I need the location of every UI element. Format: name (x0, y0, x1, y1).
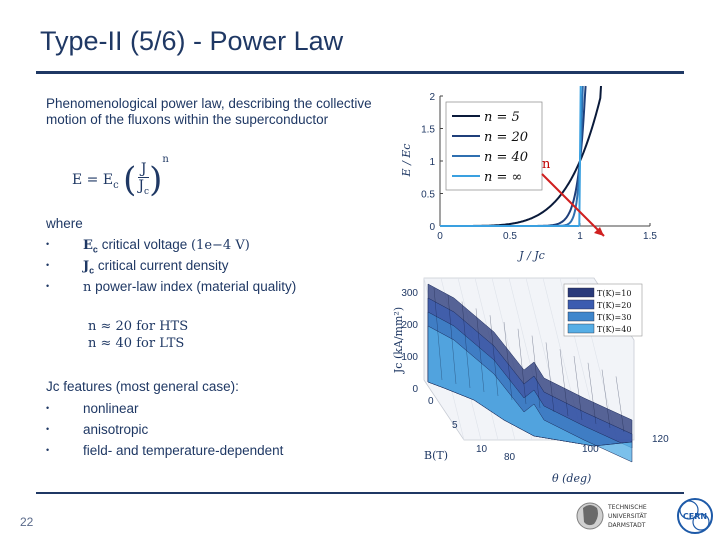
mesh-line (545, 342, 555, 413)
legend-entry: T(K)=30 (597, 313, 631, 322)
feature-item: • anisotropic (46, 422, 149, 437)
x-tick-label: 5 (452, 420, 458, 431)
n-annotation: n (542, 157, 551, 172)
svg-text:UNIVERSITÄT: UNIVERSITÄT (608, 513, 647, 520)
y-axis-label: θ (deg) (552, 472, 591, 485)
z-axis-label: Jc (kA/mm²) (392, 307, 405, 374)
legend-entry: n = 20 (484, 130, 528, 145)
mesh-line (475, 308, 485, 393)
mesh-line (531, 335, 541, 409)
surface-layer (427, 325, 633, 463)
n-arrowhead (594, 227, 604, 236)
x-tick-label: 0 (437, 231, 443, 242)
power-law-chart: 0 0.5 1 1.5 0 0.5 1 1.5 2 n = 5 n = 20 n = 40 n = ∞… (400, 85, 657, 262)
x-tick-label: 1.5 (643, 231, 657, 242)
features-heading: Jc features (most general case): (46, 379, 239, 394)
y-tick-label: 100 (582, 444, 599, 455)
x-tick-label: 0 (428, 396, 434, 407)
page-number: 22 (20, 515, 34, 529)
footer-rule (36, 492, 684, 494)
formula-paren-left: ( (123, 160, 137, 200)
features-list: • nonlinear • anisotropic • field- and temp… (46, 398, 386, 461)
x-axis-label: J / Jc (517, 249, 545, 262)
definition-item: • Jc critical current density (46, 258, 229, 276)
formula-lhs-sub: c (113, 179, 119, 191)
z-tick-label: 200 (401, 320, 418, 331)
n-arrow (541, 173, 605, 237)
power-law-formula: E = Ec (J Jc)n (72, 154, 169, 200)
z-tick-label: 100 (401, 352, 418, 363)
mesh-line (601, 369, 611, 429)
svg-text:DARMSTADT: DARMSTADT (608, 522, 646, 529)
footer-logos: TECHNISCHE UNIVERSITÄT DARMSTADT CERN (576, 496, 714, 536)
legend-swatch (567, 287, 595, 298)
formula-denominator: Jc (138, 177, 150, 197)
feature-item: • field- and temperature-dependent (46, 443, 284, 458)
feature-item: • nonlinear (46, 401, 139, 416)
x-axis-label: B(T) (424, 449, 448, 462)
legend-entry: n = 5 (484, 110, 520, 125)
mesh-line (489, 315, 499, 397)
svg-text:TECHNISCHE: TECHNISCHE (607, 504, 647, 511)
mesh-line (517, 328, 527, 405)
legend-swatch (567, 323, 595, 334)
title-rule (36, 71, 684, 74)
z-tick-label: 0 (412, 384, 418, 395)
mesh-line (559, 349, 569, 417)
legend-swatch (567, 299, 595, 310)
chart-legend: n = 5 n = 20 n = 40 n = ∞ (445, 101, 543, 191)
mesh-line (503, 321, 513, 401)
x-tick-label: 0.5 (503, 231, 517, 242)
legend-swatch (567, 311, 595, 322)
y-tick-label: 0 (429, 222, 435, 233)
y-tick-label: 2 (429, 92, 435, 103)
chart-series-lines (440, 85, 602, 227)
intro-paragraph: Phenomenological power law, describing t… (46, 96, 372, 127)
n-value-lts: n ≈ 40 for LTS (88, 336, 185, 351)
mesh-line (461, 301, 471, 389)
y-tick-label: 0.5 (421, 190, 435, 201)
y-tick-label: 1.5 (421, 125, 435, 136)
mesh-line (587, 362, 597, 425)
y-tick-label: 80 (504, 452, 516, 463)
legend-entry: T(K)=10 (597, 289, 631, 298)
tu-darmstadt-logo: TECHNISCHE UNIVERSITÄT DARMSTADT (576, 502, 647, 530)
x-tick-label: 10 (476, 444, 488, 455)
formula-exponent: n (162, 154, 169, 165)
definition-list: • Ec critical voltage (1e−4 V) • Jc crit… (46, 234, 386, 297)
formula-fraction: J Jc (138, 161, 150, 200)
slide-title: Type-II (5/6) - Power Law (40, 26, 344, 56)
y-tick-label: 1 (429, 157, 435, 168)
cern-logo: CERN (676, 496, 714, 536)
mesh-line (573, 355, 583, 421)
z-tick-label: 300 (401, 288, 418, 299)
surface-legend: T(K)=10 T(K)=20 T(K)=30 T(K)=40 (563, 283, 643, 337)
mesh-line (615, 376, 625, 433)
n-value-hts: n ≈ 20 for HTS (88, 319, 189, 334)
series-line (440, 85, 582, 227)
formula-lhs: E = E (72, 172, 114, 188)
definition-item: • n power-law index (material quality) (46, 279, 297, 295)
y-axis-label: E / Ec (400, 144, 413, 178)
mesh-line (433, 287, 443, 381)
legend-entry: T(K)=40 (597, 325, 631, 334)
mesh-line (447, 294, 457, 385)
formula-numerator: J (138, 161, 150, 178)
where-label: where (46, 216, 83, 231)
legend-entry: n = 40 (484, 150, 528, 165)
formula-paren-right: ) (149, 160, 163, 200)
svg-text:CERN: CERN (683, 512, 707, 521)
legend-entry: n = ∞ (484, 170, 522, 185)
x-tick-label: 1 (577, 231, 583, 242)
legend-entry: T(K)=20 (597, 301, 631, 310)
n-values: n ≈ 20 for HTS n ≈ 40 for LTS (88, 318, 188, 352)
y-tick-label: 120 (652, 434, 669, 445)
definition-item: • Ec critical voltage (1e−4 V) (46, 237, 250, 255)
